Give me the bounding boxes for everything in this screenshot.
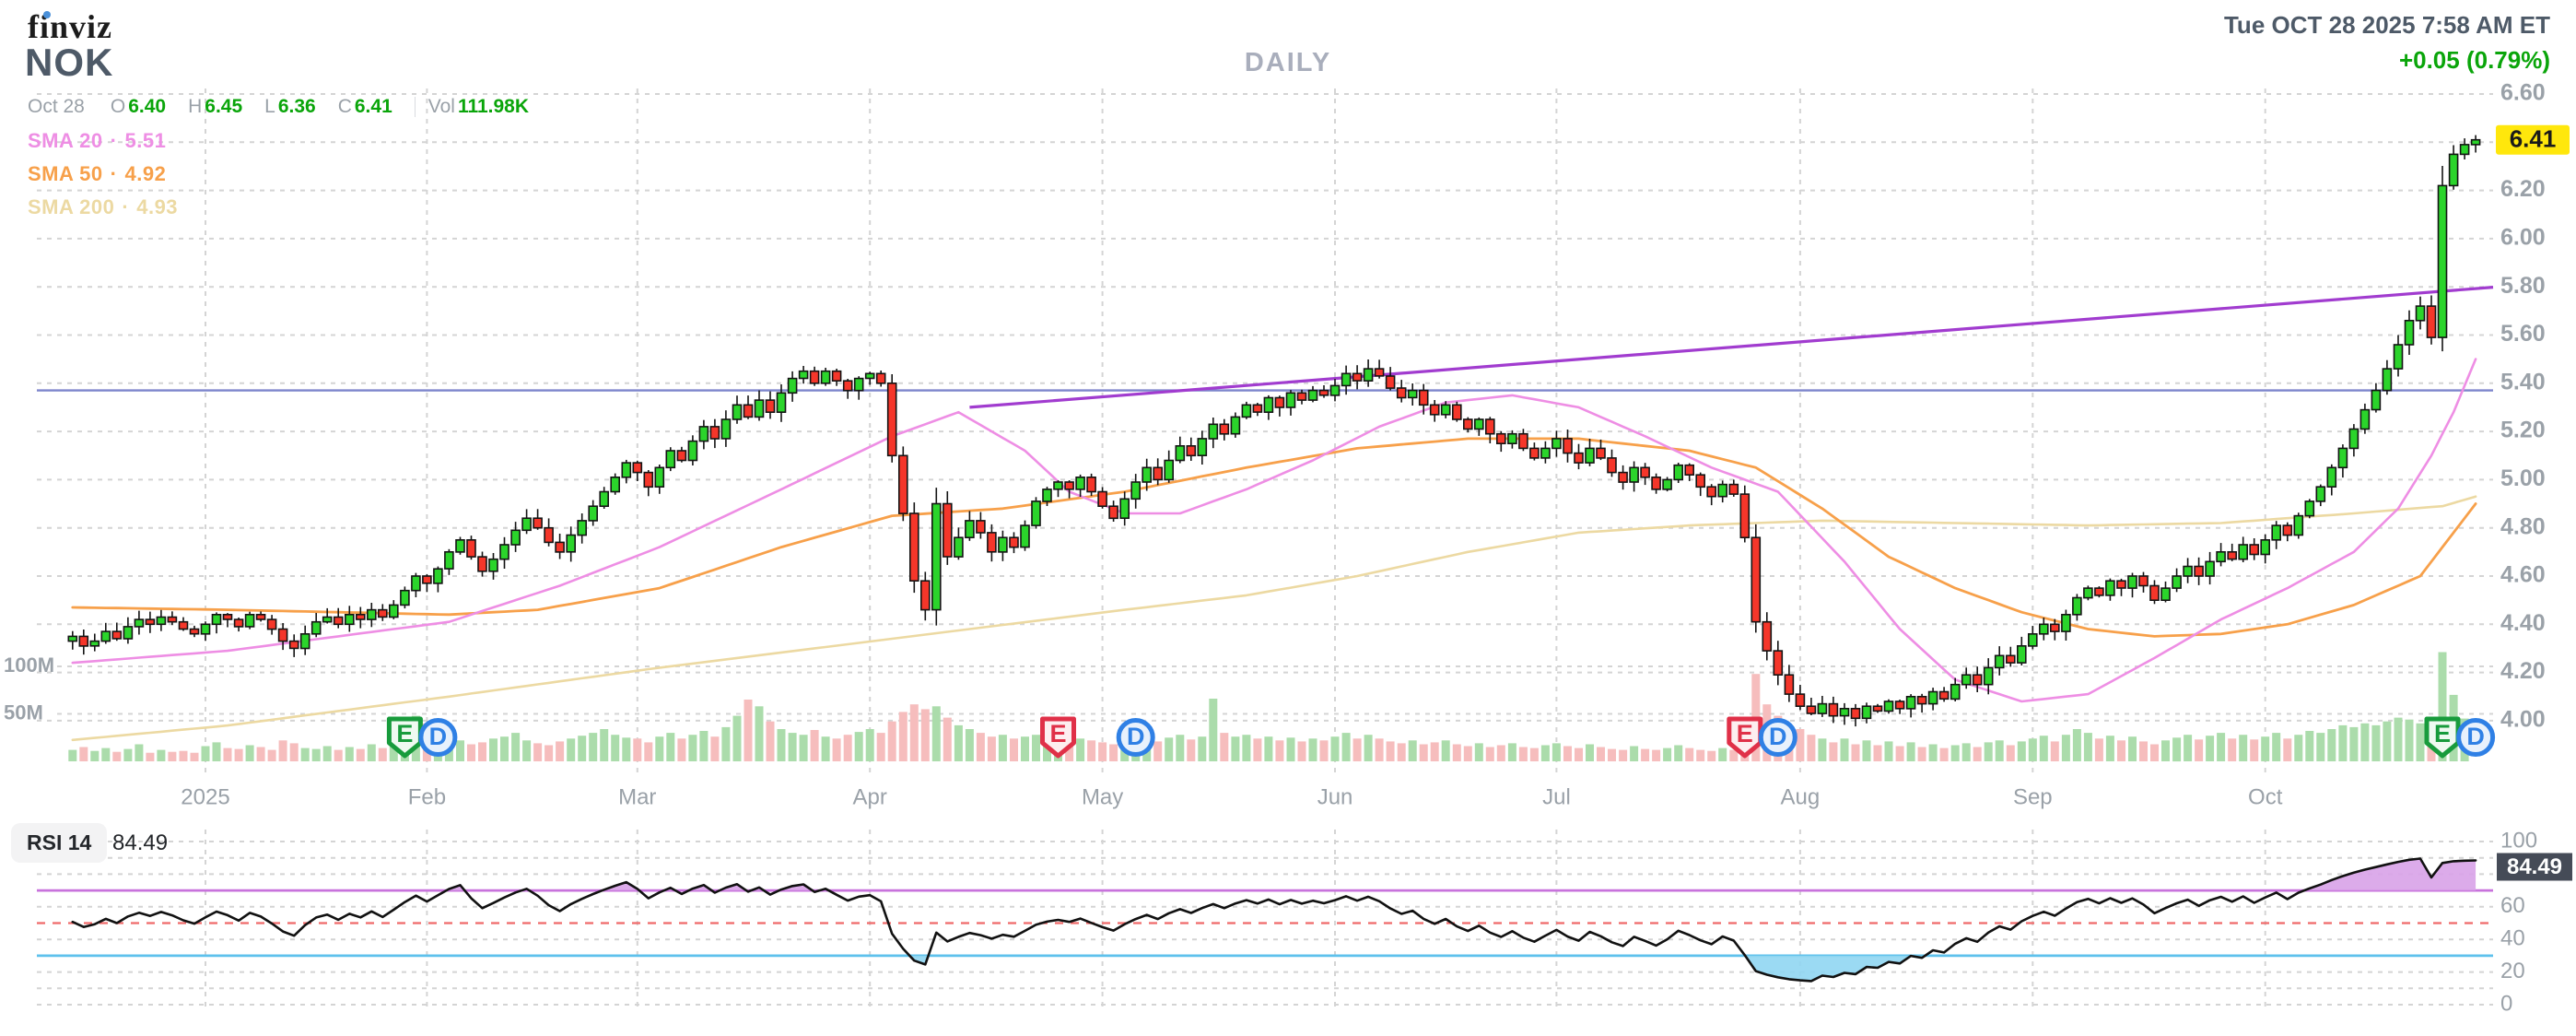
rsi-tick-label: 100 [2500, 828, 2537, 853]
price-tick-label: 4.80 [2500, 513, 2546, 539]
volume-axis: 100M 50M [4, 653, 2493, 724]
dividend-badge[interactable]: D [1758, 718, 1797, 757]
trendline [969, 286, 2494, 409]
month-label: Sep [2013, 784, 2053, 809]
high-value: 6.45 [205, 96, 243, 117]
month-label: Jul [1542, 784, 1571, 809]
rsi-tick-label: 0 [2500, 991, 2512, 1016]
month-axis: 2025 Feb Mar Apr May Jun Jul Aug Sep Oct [181, 88, 2283, 1007]
price-tick-label: 6.20 [2500, 176, 2546, 202]
low-label: L [264, 96, 275, 117]
month-label: Aug [1781, 784, 1821, 809]
price-tick-label: 5.40 [2500, 369, 2546, 394]
earnings-badge[interactable]: E [386, 716, 423, 759]
ohlc-date: Oct 28 [28, 96, 85, 117]
chart-type-label: DAILY [1244, 48, 1332, 77]
earnings-badge[interactable]: E [2424, 716, 2461, 759]
svg-text:D: D [2466, 723, 2485, 750]
rsi-overbought-fill [446, 858, 2476, 891]
last-price-value: 6.41 [2510, 125, 2557, 153]
sma20-value: 5.51 [124, 129, 167, 152]
sma200-sep: · [122, 195, 130, 218]
month-label: Oct [2248, 784, 2283, 809]
price-tick-label: 4.60 [2500, 562, 2546, 588]
sma20-sep: · [110, 129, 118, 152]
rsi-value-badge [2497, 853, 2572, 881]
month-label: Jun [1317, 784, 1353, 809]
price-tick-label: 5.80 [2500, 273, 2546, 299]
rsi-tick-label: 60 [2500, 893, 2525, 918]
sma20-legend: SMA 20 · 5.51 [28, 129, 166, 153]
rsi-value-label: 84.49 [112, 830, 169, 855]
month-label: Feb [408, 784, 446, 809]
datetime-label: Tue OCT 28 2025 7:58 AM ET [2223, 11, 2550, 39]
candlestick-series [67, 135, 2481, 727]
finviz-logo[interactable]: finviz [28, 8, 112, 45]
ohlc-row: Oct 28 O 6.40 H 6.45 L 6.36 C 6.41 Vol 1… [28, 96, 551, 118]
svg-text:D: D [1127, 723, 1145, 750]
rsi-oversold-fill [909, 955, 1926, 982]
sma50-value: 4.92 [124, 162, 167, 185]
price-tick-label: 6.00 [2500, 225, 2546, 251]
sma20-label: SMA 20 [28, 129, 103, 152]
dividend-badge[interactable]: D [1116, 718, 1155, 757]
month-label: 2025 [181, 784, 229, 809]
ticker-symbol: NOK [25, 41, 114, 84]
price-gridlines [37, 93, 2493, 722]
sma20-line [71, 358, 2477, 703]
open-label: O [110, 96, 126, 117]
low-value: 6.36 [277, 96, 316, 117]
svg-text:E: E [1737, 720, 1753, 748]
svg-text:E: E [396, 720, 413, 748]
volume-value: 111.98K [457, 96, 530, 117]
high-label: H [188, 96, 203, 117]
dividend-badge[interactable]: D [2456, 718, 2496, 757]
month-label: Apr [853, 784, 887, 809]
sma200-value: 4.93 [136, 195, 179, 218]
dividend-badge[interactable]: D [418, 718, 458, 757]
svg-text:D: D [1769, 723, 1787, 750]
rsi-indicator-chip[interactable]: RSI 14 [11, 823, 108, 863]
sma50-sep: · [110, 162, 118, 185]
logo-dot-icon [43, 11, 51, 18]
volume-series [68, 652, 2469, 762]
price-tick-label: 4.20 [2500, 658, 2546, 684]
sma50-label: SMA 50 [28, 162, 103, 185]
ohlc-divider [414, 97, 416, 117]
volume-tick-label: 100M [4, 653, 54, 677]
last-price-badge [2496, 124, 2570, 155]
rsi-axis: 10080604020084.49 [2497, 828, 2572, 1016]
sma200-legend: SMA 200 · 4.93 [28, 195, 178, 219]
price-tick-label: 4.00 [2500, 707, 2546, 733]
price-change-label: +0.05 (0.79%) [2398, 46, 2550, 74]
close-value: 6.41 [354, 96, 392, 117]
sma200-label: SMA 200 [28, 195, 115, 218]
rsi-tick-label: 20 [2500, 959, 2525, 983]
svg-text:E: E [1049, 720, 1066, 748]
price-tick-label: 5.60 [2500, 321, 2546, 347]
rsi-tick-label: 40 [2500, 926, 2525, 951]
rsi-line [71, 857, 2477, 983]
volume-label: Vol [427, 96, 455, 117]
price-axis: 6.60 6.20 6.00 5.80 5.60 5.40 5.20 5.00 4.80 4.60… [2496, 80, 2570, 733]
svg-text:D: D [429, 723, 448, 750]
price-tick-label: 5.00 [2500, 465, 2546, 491]
volume-tick-label: 50M [4, 700, 43, 724]
month-label: Mar [618, 784, 656, 809]
close-label: C [337, 96, 352, 117]
sma50-legend: SMA 50 · 4.92 [28, 162, 166, 186]
sma200-line [71, 495, 2477, 742]
rsi-badge-value: 84.49 [2507, 854, 2562, 879]
price-tick-label: 6.60 [2500, 80, 2546, 106]
open-value: 6.40 [128, 96, 167, 117]
earnings-badge[interactable]: E [1727, 716, 1763, 759]
price-tick-label: 4.40 [2500, 610, 2546, 636]
month-label: May [1082, 784, 1123, 809]
price-tick-label: 5.20 [2500, 418, 2546, 443]
svg-text:E: E [2434, 720, 2451, 748]
earnings-badge[interactable]: E [1040, 716, 1076, 759]
sma50-line [71, 437, 2477, 638]
